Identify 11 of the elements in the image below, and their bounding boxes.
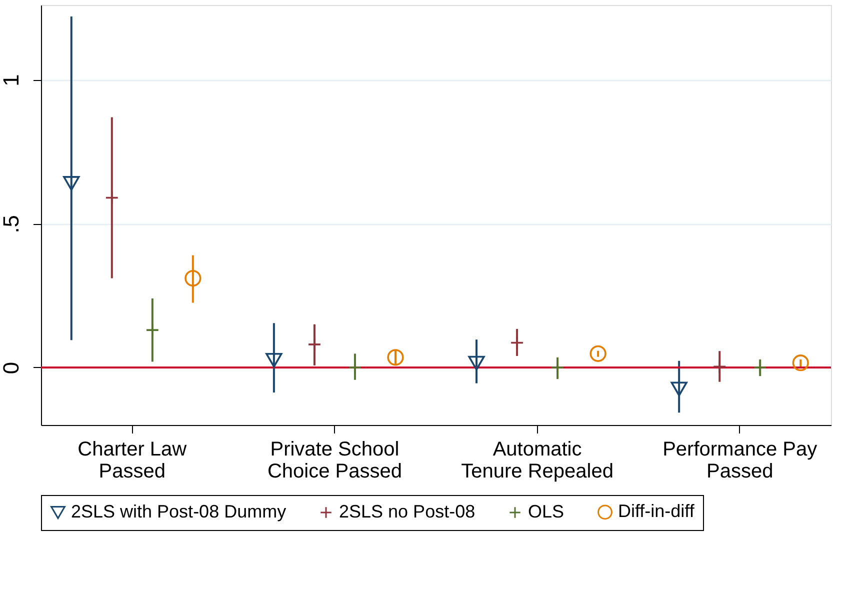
y-tick-label: .5 [0,214,24,234]
legend-label: OLS [528,502,564,522]
y-tick-label: 0 [0,362,24,374]
x-tick-label: Performance Pay Passed [662,438,818,482]
x-tick-label: Automatic Tenure Repealed [461,438,614,482]
legend-label: 2SLS no Post-08 [339,502,476,522]
legend-label: 2SLS with Post-08 Dummy [71,502,286,522]
x-tick-label: Private School Choice Passed [267,438,402,482]
y-tick-label: 1 [0,74,24,86]
x-tick-label: Charter Law Passed [78,438,188,482]
legend-label: Diff-in-diff [618,501,696,522]
